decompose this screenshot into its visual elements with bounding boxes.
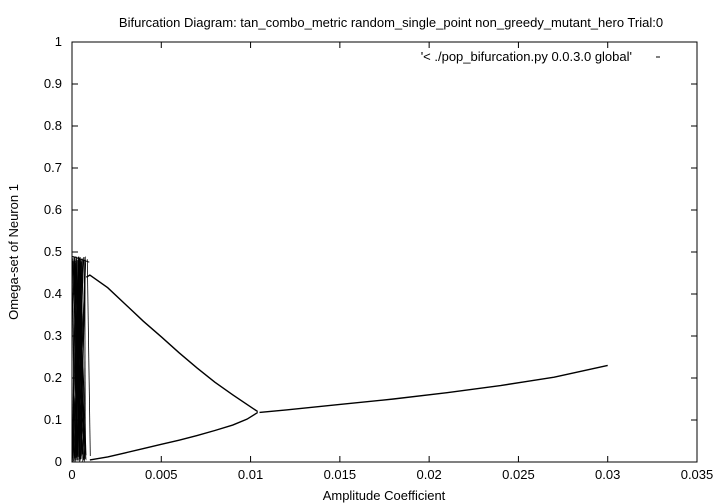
y-tick-label: 0.6 xyxy=(44,202,62,217)
branch-lower xyxy=(89,411,259,461)
y-axis-label: Omega-set of Neuron 1 xyxy=(6,184,21,320)
chaotic-edge xyxy=(71,255,90,263)
y-tick-label: 0.7 xyxy=(44,160,62,175)
y-tick-label: 0.8 xyxy=(44,118,62,133)
chaotic-edge xyxy=(86,259,91,457)
chaotic-trajectory xyxy=(75,260,80,458)
branch-single xyxy=(259,364,608,414)
x-axis-label: Amplitude Coefficient xyxy=(323,488,446,503)
x-tick-label: 0.025 xyxy=(502,467,535,482)
x-tick-label: 0.02 xyxy=(416,467,441,482)
legend-entry: '< ./pop_bifurcation.py 0.0.3.0 global' xyxy=(421,49,632,64)
y-tick-label: 0.4 xyxy=(44,286,62,301)
plot-frame xyxy=(71,41,698,463)
chaotic-trajectory xyxy=(75,257,81,457)
x-tick-label: 0.015 xyxy=(324,467,357,482)
branch-upper xyxy=(85,274,259,413)
y-tick-label: 0.2 xyxy=(44,370,62,385)
x-tick-label: 0.01 xyxy=(238,467,263,482)
y-tick-label: 0.3 xyxy=(44,328,62,343)
y-tick-label: 0.5 xyxy=(44,244,62,259)
x-tick-label: 0.03 xyxy=(595,467,620,482)
data-series xyxy=(71,255,608,463)
y-tick-label: 0 xyxy=(55,454,62,469)
x-tick-label: 0.035 xyxy=(681,467,714,482)
x-tick-label: 0 xyxy=(68,467,75,482)
y-axis: 0 0.1 0.2 0.3 0.4 0.5 0.6 0.7 0.8 0.9 1 xyxy=(44,34,697,469)
chaotic-trajectory xyxy=(77,257,84,461)
y-tick-label: 0.9 xyxy=(44,76,62,91)
x-tick-label: 0.005 xyxy=(145,467,178,482)
x-axis: 0 0.005 0.01 0.015 0.02 0.025 0.03 0.035 xyxy=(68,42,713,482)
chart-title: Bifurcation Diagram: tan_combo_metric ra… xyxy=(119,15,663,30)
chaotic-trajectory xyxy=(80,259,87,460)
y-tick-label: 0.1 xyxy=(44,412,62,427)
chaotic-trajectory xyxy=(75,259,78,461)
y-tick-label: 1 xyxy=(55,34,62,49)
